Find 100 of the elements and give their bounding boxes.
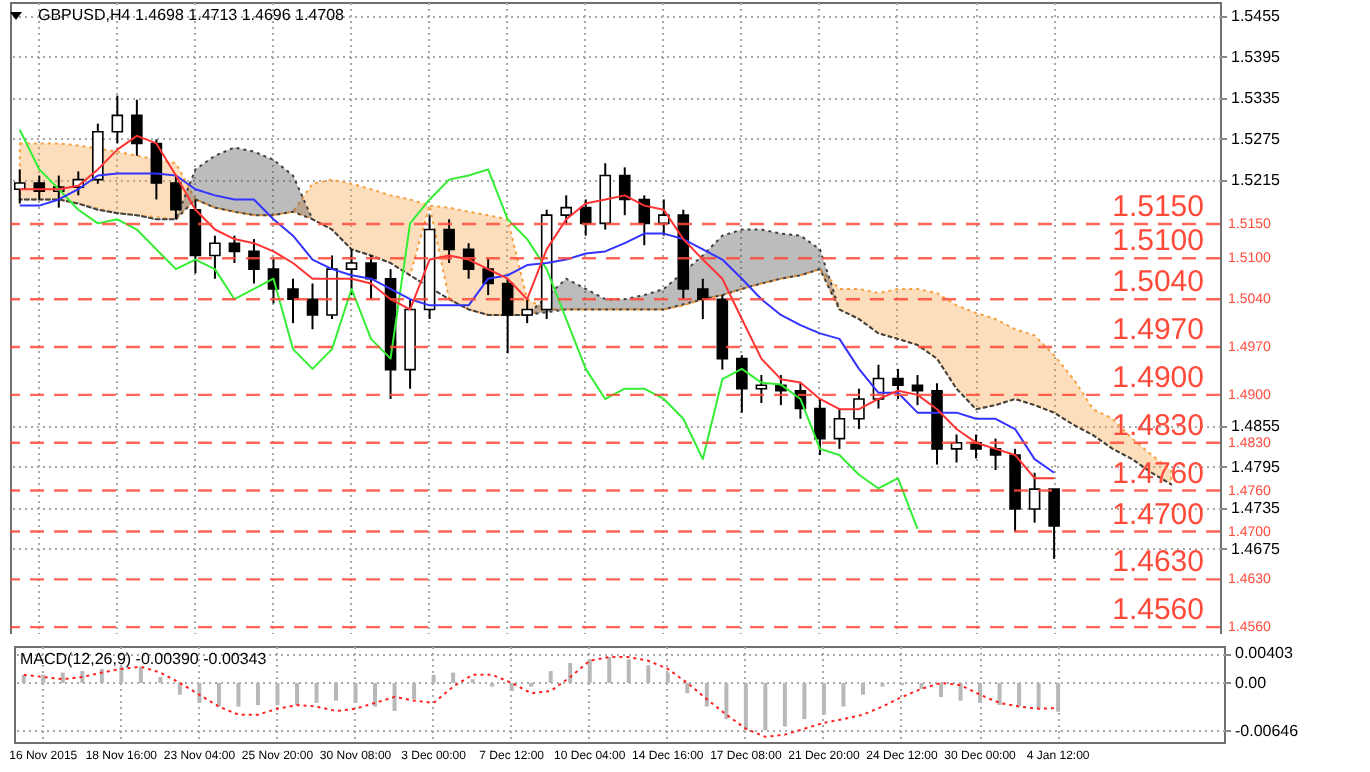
bar bbox=[860, 682, 865, 695]
bar bbox=[158, 677, 163, 683]
candlestick bbox=[618, 166, 631, 217]
candlestick bbox=[326, 254, 338, 321]
candlestick bbox=[209, 234, 221, 280]
candlestick bbox=[697, 277, 709, 321]
bar bbox=[626, 659, 631, 683]
bar bbox=[607, 657, 612, 683]
bar bbox=[60, 672, 65, 683]
bar bbox=[21, 674, 26, 683]
bar bbox=[119, 666, 124, 683]
ref-line-label: 1.4830 bbox=[1112, 408, 1204, 443]
bar bbox=[314, 682, 319, 703]
candlestick bbox=[950, 433, 963, 464]
bar bbox=[197, 682, 202, 703]
candlestick bbox=[345, 248, 358, 297]
bar bbox=[138, 666, 143, 683]
bar bbox=[821, 682, 826, 715]
candlestick bbox=[189, 198, 202, 275]
bar bbox=[763, 682, 768, 731]
candlestick bbox=[1028, 471, 1041, 524]
y-tick-label: 1.5395 bbox=[1231, 47, 1282, 66]
candlestick bbox=[521, 298, 533, 325]
ref-line-label: 1.5150 bbox=[1112, 190, 1204, 225]
candlestick bbox=[13, 168, 26, 205]
bar bbox=[41, 674, 46, 683]
candlestick bbox=[833, 407, 846, 450]
chart-title: GBPUSD,H4 1.4698 1.4713 1.4696 1.4708 bbox=[38, 6, 346, 24]
bar bbox=[275, 682, 280, 706]
bar bbox=[978, 682, 983, 703]
bar bbox=[587, 659, 592, 683]
y-tick-label: 1.4675 bbox=[1231, 539, 1282, 558]
bar bbox=[236, 682, 241, 707]
bar bbox=[392, 682, 397, 711]
candlestick bbox=[306, 282, 319, 331]
candlestick bbox=[736, 354, 748, 414]
bar bbox=[216, 682, 221, 707]
bar bbox=[1056, 682, 1061, 712]
bar bbox=[997, 682, 1002, 706]
y-tick-label: 1.4735 bbox=[1231, 498, 1282, 517]
bar bbox=[841, 682, 846, 707]
bar bbox=[724, 682, 729, 720]
bar bbox=[80, 671, 85, 683]
y-tick-label: 0.00 bbox=[1235, 673, 1268, 692]
candlestick bbox=[853, 387, 865, 431]
ref-line-label: 1.5040 bbox=[1112, 265, 1204, 300]
bar bbox=[255, 682, 260, 706]
candlestick bbox=[111, 94, 124, 145]
candlestick bbox=[443, 218, 455, 264]
candlestick bbox=[1048, 488, 1060, 560]
candlestick bbox=[755, 374, 768, 405]
ref-line-label: 1.5100 bbox=[1112, 224, 1204, 259]
y-tick-label: 1.4795 bbox=[1231, 457, 1282, 476]
y-tick-label: 1.5275 bbox=[1231, 129, 1282, 148]
ref-line-label: 1.4560 bbox=[1112, 593, 1204, 628]
candlestick bbox=[560, 194, 573, 225]
ref-line-label: 1.4700 bbox=[1112, 497, 1204, 532]
line-series bbox=[22, 656, 1060, 738]
bar bbox=[802, 682, 807, 720]
bar bbox=[334, 682, 339, 701]
candlestick bbox=[599, 162, 612, 231]
bar bbox=[177, 682, 182, 695]
bar bbox=[353, 682, 358, 703]
line-series bbox=[18, 128, 919, 530]
bar bbox=[412, 682, 417, 700]
candlestick bbox=[287, 277, 299, 325]
candlestick bbox=[248, 238, 260, 285]
candlestick bbox=[92, 122, 104, 185]
bar bbox=[919, 682, 924, 689]
candlestick bbox=[501, 277, 514, 355]
y-tick-label: 0.00403 bbox=[1235, 644, 1294, 663]
candlestick bbox=[228, 234, 241, 264]
y-tick-label: 1.4855 bbox=[1231, 416, 1282, 435]
y-tick-label: 1.5335 bbox=[1231, 88, 1282, 107]
bar bbox=[1036, 682, 1041, 709]
candlestick bbox=[638, 194, 651, 247]
ref-line-label: 1.4970 bbox=[1112, 313, 1204, 348]
candlestick bbox=[892, 367, 904, 400]
y-tick-label: -0.00646 bbox=[1235, 721, 1300, 740]
candlestick bbox=[579, 198, 592, 237]
bar bbox=[1017, 682, 1022, 707]
bar bbox=[685, 682, 690, 694]
y-tick-label: 1.5215 bbox=[1231, 170, 1282, 189]
bar bbox=[451, 672, 456, 683]
bar bbox=[294, 682, 299, 706]
bar bbox=[782, 682, 787, 727]
bar bbox=[646, 665, 651, 683]
bar bbox=[704, 682, 709, 707]
ref-line-label: 1.4900 bbox=[1112, 360, 1204, 395]
bar bbox=[373, 682, 378, 707]
bar bbox=[743, 682, 748, 731]
candlestick bbox=[170, 174, 182, 221]
bar bbox=[548, 671, 553, 683]
bar bbox=[939, 682, 944, 697]
candlestick bbox=[911, 374, 924, 407]
candlestick bbox=[131, 98, 143, 157]
candlestick bbox=[365, 254, 377, 301]
bar bbox=[568, 662, 573, 683]
chart-title: MACD(12,26,9) -0.00390 -0.00343 bbox=[20, 650, 268, 668]
ref-line-label: 1.4630 bbox=[1112, 545, 1204, 580]
